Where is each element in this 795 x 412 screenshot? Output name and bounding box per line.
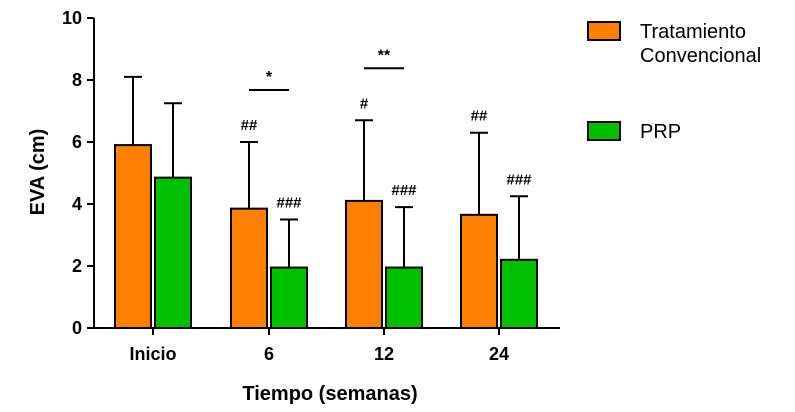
bar [114,144,152,329]
x-tick-label: 6 [264,344,274,364]
significance-label: * [266,69,273,86]
y-axis: 0 2 4 6 8 10 [62,8,95,338]
y-tick-label: 4 [72,194,82,214]
annotation-label: ## [471,108,488,125]
x-tick-label: Inicio [129,344,176,364]
bar [230,207,268,329]
x-axis: Inicio 6 12 24 [94,327,560,364]
legend-swatch [587,21,621,41]
x-tick-label: 12 [374,344,394,364]
annotation-label: # [360,95,369,112]
legend-label: PRP [640,121,681,143]
y-tick-label: 2 [72,256,82,276]
bar [500,258,538,329]
y-axis-label: EVA (cm) [27,129,49,216]
annotation-label: ### [506,171,532,188]
bar [385,266,423,329]
bar [345,199,383,329]
y-tick-label: 0 [72,318,82,338]
x-tick-label: 24 [489,344,509,364]
annotations: ##############*** [241,47,533,211]
significance-label: ** [378,47,391,64]
bar [154,176,192,329]
bar [460,213,498,330]
legend-swatch [587,121,621,141]
bar [270,266,308,329]
bars [114,75,538,330]
annotation-label: ### [276,195,302,212]
y-tick-label: 8 [72,70,82,90]
legend-label: Tratamiento [640,21,746,43]
y-tick-label: 10 [62,8,82,28]
legend-label: Convencional [640,45,761,67]
annotation-label: ## [241,117,258,134]
y-tick-label: 6 [72,132,82,152]
annotation-label: ### [391,182,417,199]
x-axis-label: Tiempo (semanas) [242,383,417,405]
